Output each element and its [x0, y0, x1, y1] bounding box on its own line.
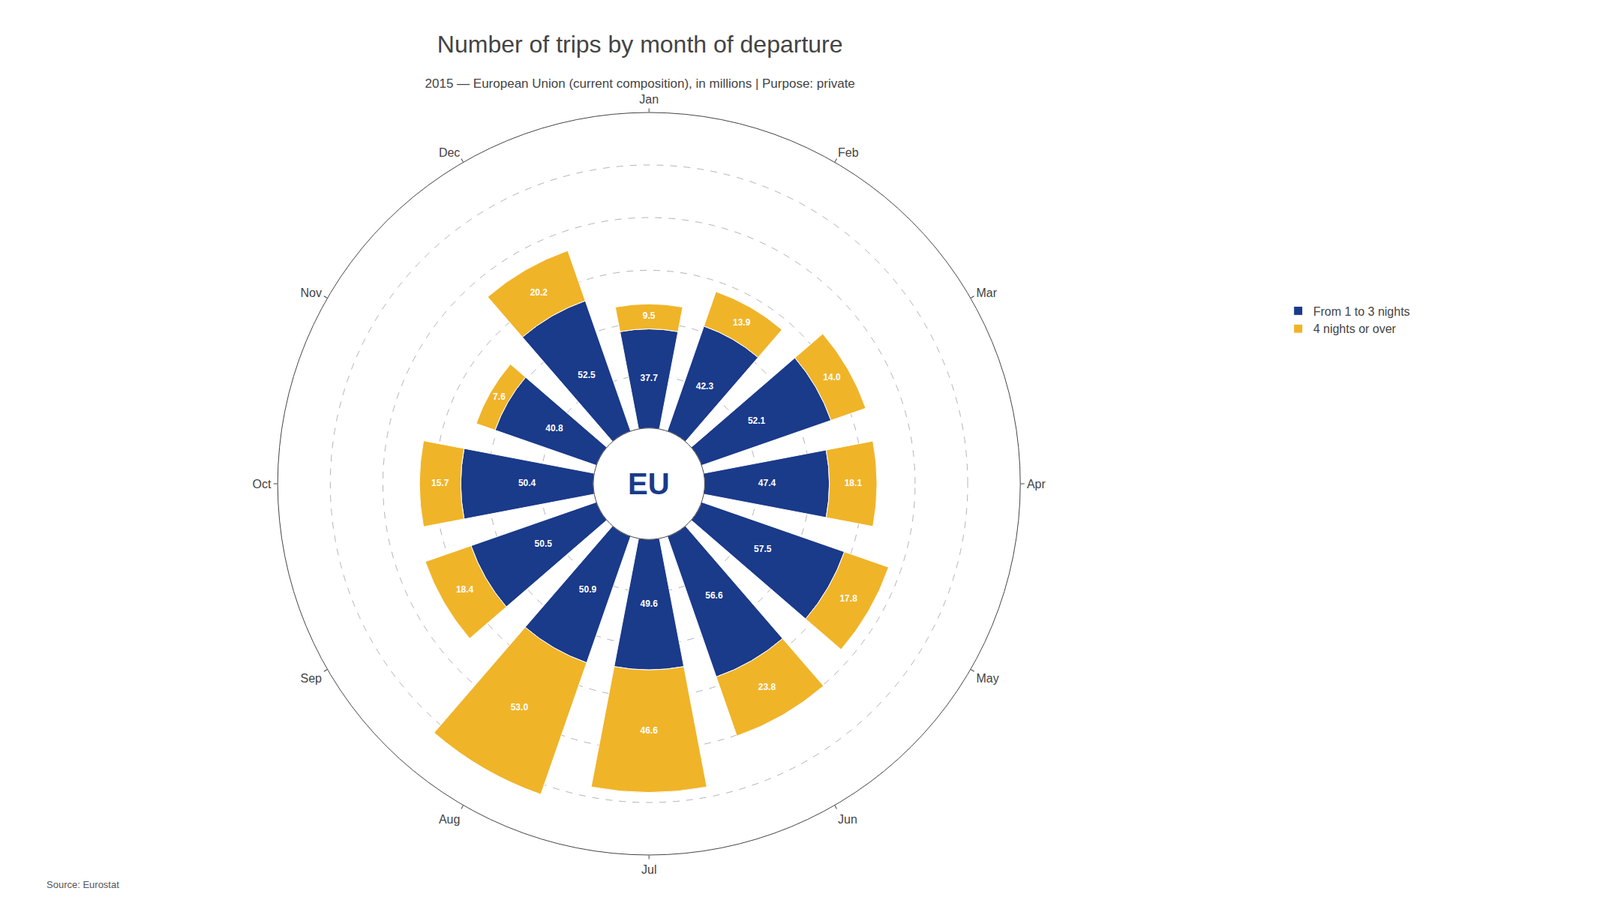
- svg-text:37.7: 37.7: [640, 372, 659, 384]
- svg-text:40.8: 40.8: [545, 423, 564, 434]
- svg-text:9.5: 9.5: [642, 310, 656, 322]
- svg-text:17.8: 17.8: [839, 593, 858, 604]
- svg-text:57.5: 57.5: [753, 543, 772, 555]
- svg-text:50.9: 50.9: [579, 584, 598, 595]
- svg-text:Apr: Apr: [1026, 477, 1047, 491]
- svg-text:18.4: 18.4: [456, 584, 475, 595]
- svg-text:52.5: 52.5: [577, 369, 596, 381]
- svg-text:Number of trips by month of de: Number of trips by month of departure: [437, 30, 844, 58]
- svg-text:Jul: Jul: [641, 863, 657, 877]
- svg-text:Jan: Jan: [639, 93, 659, 106]
- svg-text:56.6: 56.6: [705, 590, 724, 601]
- svg-text:Feb: Feb: [837, 146, 859, 160]
- svg-text:47.4: 47.4: [758, 477, 777, 489]
- svg-text:14.0: 14.0: [822, 372, 841, 383]
- svg-text:50.4: 50.4: [518, 477, 537, 489]
- svg-text:53.0: 53.0: [510, 702, 529, 713]
- svg-text:Jun: Jun: [837, 813, 858, 826]
- svg-text:7.6: 7.6: [492, 391, 506, 403]
- svg-text:50.5: 50.5: [534, 538, 553, 550]
- svg-text:4 nights or over: 4 nights or over: [1313, 322, 1397, 336]
- svg-text:49.6: 49.6: [640, 598, 659, 610]
- svg-text:Nov: Nov: [300, 286, 322, 300]
- svg-text:Sep: Sep: [300, 672, 323, 685]
- svg-text:From 1 to 3 nights: From 1 to 3 nights: [1313, 305, 1411, 319]
- svg-text:15.7: 15.7: [431, 477, 450, 489]
- svg-text:2015 — European Union (current: 2015 — European Union (current compositi…: [425, 76, 856, 91]
- svg-text:EU: EU: [627, 467, 670, 501]
- svg-text:52.1: 52.1: [747, 415, 766, 427]
- svg-text:13.9: 13.9: [732, 317, 751, 328]
- svg-text:23.8: 23.8: [758, 681, 777, 693]
- svg-text:42.3: 42.3: [696, 381, 715, 392]
- svg-text:Source: Eurostat: Source: Eurostat: [46, 879, 120, 891]
- svg-text:Oct: Oct: [252, 477, 272, 491]
- svg-text:Mar: Mar: [975, 286, 997, 300]
- svg-text:18.1: 18.1: [844, 477, 863, 489]
- svg-text:46.6: 46.6: [640, 725, 659, 736]
- svg-text:Aug: Aug: [438, 813, 460, 826]
- svg-text:Dec: Dec: [438, 146, 460, 160]
- svg-text:20.2: 20.2: [530, 287, 549, 298]
- svg-text:May: May: [975, 672, 999, 685]
